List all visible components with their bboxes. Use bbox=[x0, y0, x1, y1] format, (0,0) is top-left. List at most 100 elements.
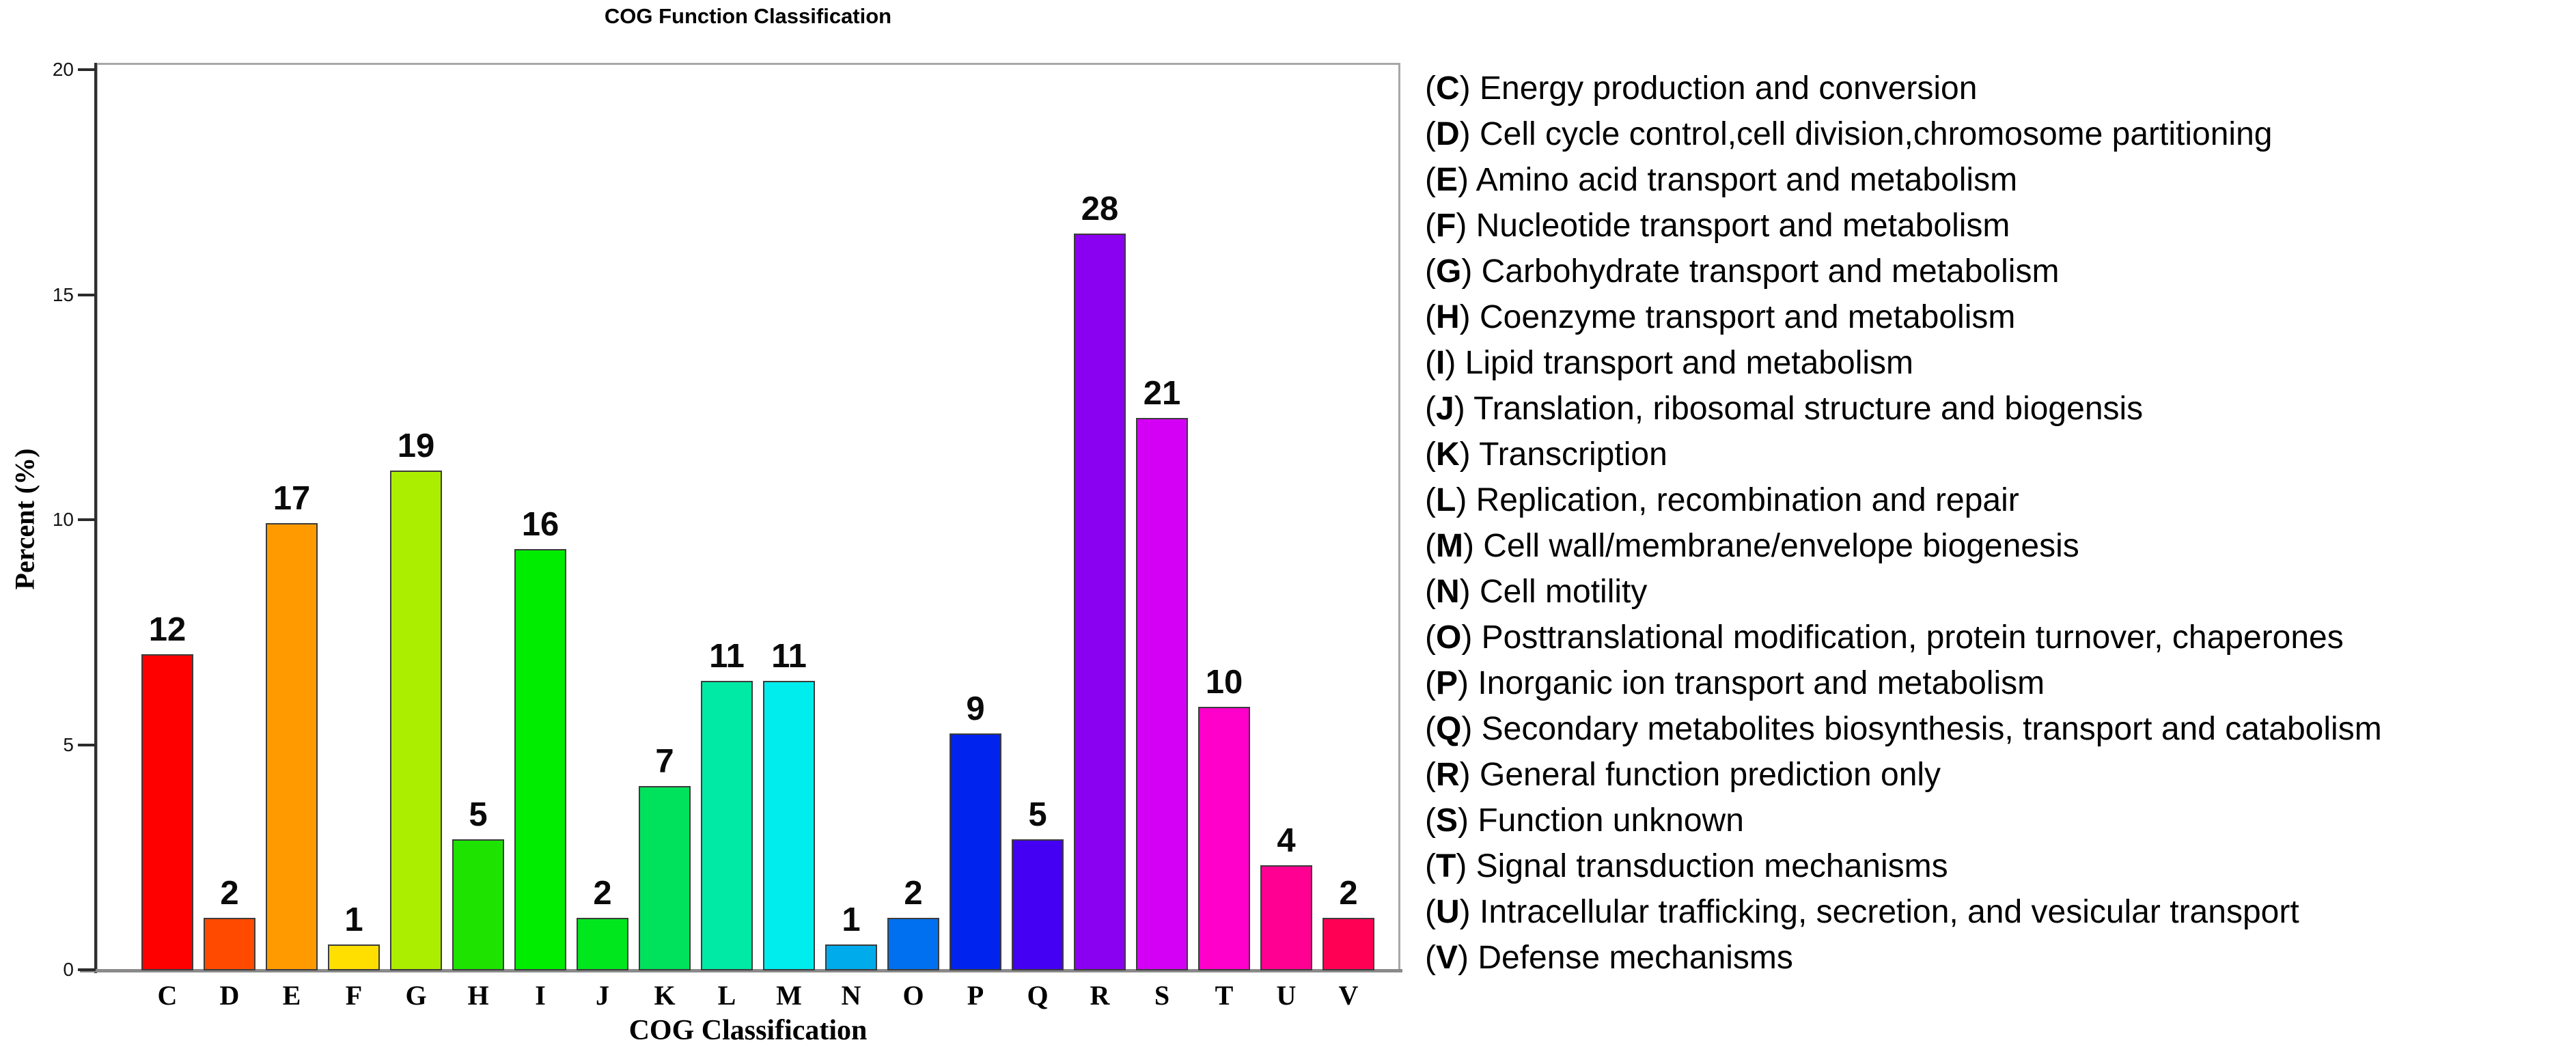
y-tick-label-10: 10 bbox=[52, 509, 74, 530]
legend-label-R: General function prediction only bbox=[1479, 757, 1941, 793]
legend-item-I: (I) Lipid transport and metabolism bbox=[1425, 345, 1913, 381]
bar-value-label-L: 11 bbox=[709, 638, 745, 675]
x-tick-label-N: N bbox=[841, 980, 861, 1011]
legend-label-P: Inorganic ion transport and metabolism bbox=[1478, 665, 2045, 701]
chart-title: COG Function Classification bbox=[604, 4, 892, 28]
legend-key-O: O bbox=[1435, 619, 1462, 656]
legend-key-L: L bbox=[1435, 482, 1456, 518]
legend-key-Q: Q bbox=[1435, 711, 1462, 747]
x-axis-baseline bbox=[80, 969, 1402, 972]
legend-key-U: U bbox=[1435, 894, 1460, 930]
bar-value-label-R: 28 bbox=[1081, 191, 1119, 227]
bar-V bbox=[1322, 918, 1374, 970]
legend-item-G: (G) Carbohydrate transport and metabolis… bbox=[1425, 253, 2060, 290]
legend-key-D: D bbox=[1435, 116, 1460, 152]
y-tick-label-20: 20 bbox=[52, 59, 74, 80]
bar-R bbox=[1074, 234, 1126, 970]
bar-value-label-G: 19 bbox=[397, 428, 435, 464]
x-tick-label-R: R bbox=[1090, 980, 1110, 1011]
legend-item-E: (E) Amino acid transport and metabolism bbox=[1425, 162, 2018, 198]
bar-value-label-P: 9 bbox=[966, 690, 985, 727]
legend-item-S: (S) Function unknown bbox=[1425, 802, 1744, 839]
x-axis-title: COG Classification bbox=[628, 1015, 868, 1046]
x-tick-label-P: P bbox=[967, 980, 984, 1011]
legend-key-G: G bbox=[1435, 253, 1462, 290]
legend-key-T: T bbox=[1435, 848, 1456, 884]
bar-value-label-S: 21 bbox=[1143, 375, 1181, 412]
legend-key-S: S bbox=[1435, 802, 1458, 839]
y-tick-label-0: 0 bbox=[63, 959, 74, 980]
x-tick-label-L: L bbox=[717, 980, 736, 1011]
legend-label-N: Cell motility bbox=[1479, 574, 1648, 610]
bar-K bbox=[639, 786, 691, 970]
bar-U bbox=[1260, 865, 1312, 970]
bar-I bbox=[514, 549, 566, 970]
x-tick-label-H: H bbox=[467, 980, 489, 1011]
y-tick-label-5: 5 bbox=[63, 733, 74, 755]
legend-label-L: Replication, recombination and repair bbox=[1476, 482, 2019, 518]
bar-value-label-U: 4 bbox=[1277, 822, 1296, 859]
x-tick-label-O: O bbox=[902, 980, 924, 1011]
legend-label-U: Intracellular trafficking, secretion, an… bbox=[1479, 894, 2299, 930]
legend-key-P: P bbox=[1435, 665, 1458, 701]
bar-N bbox=[825, 944, 877, 970]
legend-key-N: N bbox=[1435, 574, 1460, 610]
legend-key-C: C bbox=[1435, 70, 1460, 107]
legend-label-F: Nucleotide transport and metabolism bbox=[1476, 208, 2010, 244]
legend-item-O: (O) Posttranslational modification, prot… bbox=[1425, 619, 2344, 656]
bar-D bbox=[204, 918, 255, 970]
y-axis-title: Percent (%) bbox=[9, 448, 40, 590]
legend-label-K: Transcription bbox=[1479, 436, 1667, 473]
bar-H bbox=[452, 839, 504, 970]
legend-label-V: Defense mechanisms bbox=[1478, 940, 1793, 976]
bar-value-label-Q: 5 bbox=[1028, 796, 1047, 833]
legend-item-L: (L) Replication, recombination and repai… bbox=[1425, 482, 2019, 518]
legend-item-H: (H) Coenzyme transport and metabolism bbox=[1425, 299, 2016, 335]
bar-value-label-D: 2 bbox=[220, 875, 239, 912]
legend-key-M: M bbox=[1435, 528, 1463, 564]
x-tick-label-S: S bbox=[1154, 980, 1170, 1011]
x-tick-label-D: D bbox=[219, 980, 240, 1011]
y-tick-mark-5 bbox=[78, 743, 96, 746]
bar-value-label-J: 2 bbox=[593, 875, 612, 912]
legend-item-J: (J) Translation, ribosomal structure and… bbox=[1425, 391, 2144, 427]
bar-M bbox=[763, 681, 815, 970]
x-tick-label-K: K bbox=[654, 980, 676, 1011]
legend-label-J: Translation, ribosomal structure and bio… bbox=[1473, 391, 2144, 427]
legend-label-E: Amino acid transport and metabolism bbox=[1476, 162, 2018, 198]
bar-S bbox=[1136, 418, 1188, 970]
x-tick-label-I: I bbox=[535, 980, 546, 1011]
legend-key-R: R bbox=[1435, 757, 1460, 793]
x-tick-label-F: F bbox=[345, 980, 363, 1011]
bar-value-label-O: 2 bbox=[904, 875, 923, 912]
y-tick-mark-0 bbox=[78, 968, 96, 971]
bar-P bbox=[950, 733, 1001, 970]
legend-item-M: (M) Cell wall/membrane/envelope biogenes… bbox=[1425, 528, 2079, 564]
legend-key-H: H bbox=[1435, 299, 1460, 335]
bar-L bbox=[701, 681, 753, 970]
bar-value-label-H: 5 bbox=[469, 796, 488, 833]
legend-label-O: Posttranslational modification, protein … bbox=[1481, 619, 2344, 656]
y-tick-mark-10 bbox=[78, 518, 96, 521]
legend-key-F: F bbox=[1435, 208, 1456, 244]
legend-label-T: Signal transduction mechanisms bbox=[1476, 848, 1948, 884]
bar-value-label-E: 17 bbox=[273, 480, 311, 517]
bar-G bbox=[390, 471, 442, 970]
legend-item-C: (C) Energy production and conversion bbox=[1425, 70, 1978, 107]
legend-key-I: I bbox=[1435, 345, 1445, 381]
y-axis-line bbox=[94, 63, 97, 973]
legend-item-P: (P) Inorganic ion transport and metaboli… bbox=[1425, 665, 2045, 701]
bar-value-label-T: 10 bbox=[1205, 664, 1243, 701]
legend-item-R: (R) General function prediction only bbox=[1425, 757, 1941, 793]
x-tick-label-T: T bbox=[1215, 980, 1234, 1011]
legend-key-K: K bbox=[1435, 436, 1460, 473]
legend-item-V: (V) Defense mechanisms bbox=[1425, 940, 1793, 976]
legend-key-E: E bbox=[1435, 162, 1458, 198]
x-tick-label-M: M bbox=[776, 980, 802, 1011]
legend-item-T: (T) Signal transduction mechanisms bbox=[1425, 848, 1948, 884]
bar-value-label-N: 1 bbox=[842, 901, 861, 938]
legend-label-H: Coenzyme transport and metabolism bbox=[1479, 299, 2016, 335]
x-tick-label-V: V bbox=[1338, 980, 1359, 1011]
legend-label-M: Cell wall/membrane/envelope biogenesis bbox=[1483, 528, 2079, 564]
